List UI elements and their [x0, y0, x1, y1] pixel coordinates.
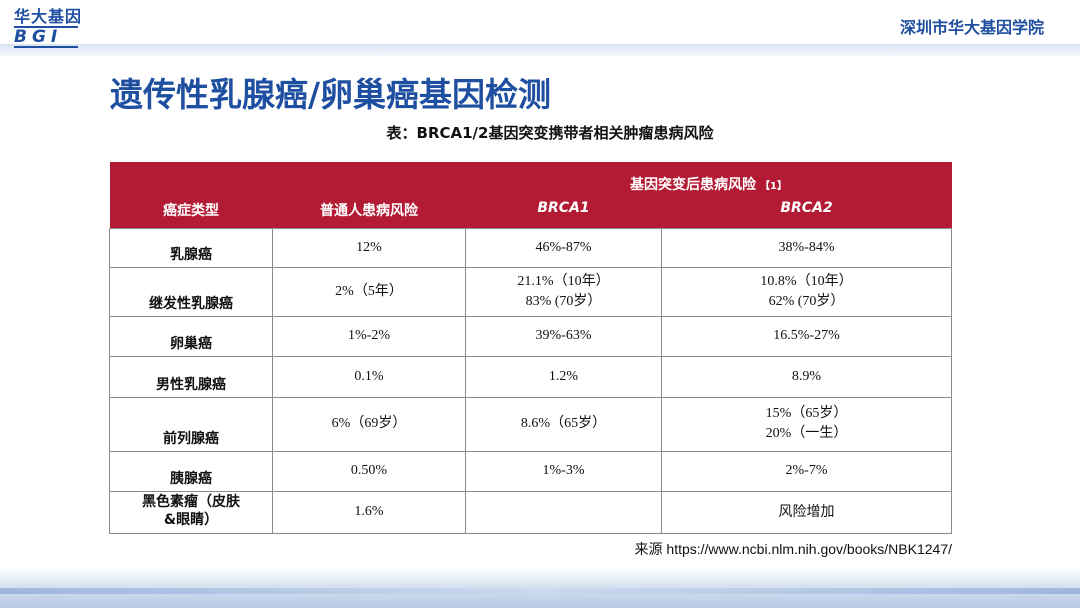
cell-type: 卵巢癌 [109, 315, 273, 357]
cell-type: 男性乳腺癌 [109, 355, 273, 398]
slide-title: 遗传性乳腺癌/卵巢癌基因检测 [110, 75, 552, 114]
cell-general: 1.6% [272, 490, 466, 534]
logo-cn-text: 华大基因 [14, 7, 83, 26]
table-row: 黑色素瘤（皮肤 &眼睛） 1.6% 风险增加 [109, 490, 952, 534]
footer-stripe [0, 588, 1080, 594]
cell-brca2: 2%-7% [661, 450, 952, 492]
cell-type: 前列腺癌 [109, 396, 273, 452]
header-brca1-label: BRCA1 [537, 200, 590, 216]
cell-brca2: 10.8%（10年） 62% (70岁） [661, 266, 952, 317]
table-header-row-2: BRCA1 BRCA2 [110, 198, 952, 228]
header-brca2-label: BRCA2 [780, 200, 833, 216]
cell-brca1: 1%-3% [465, 450, 662, 492]
cell-brca2: 风险增加 [661, 490, 952, 534]
cell-general: 0.50% [272, 450, 466, 492]
cell-brca2: 38%-84% [661, 227, 952, 268]
table-row: 卵巢癌 1%-2% 39%-63% 16.5%-27% [109, 315, 952, 357]
cell-general: 2%（5年） [272, 266, 466, 317]
cell-brca2: 8.9% [661, 355, 952, 398]
table-row: 胰腺癌 0.50% 1%-3% 2%-7% [109, 450, 952, 492]
cell-general: 12% [272, 227, 466, 268]
cell-type: 继发性乳腺癌 [109, 266, 273, 317]
header-mutation-risk-label: 基因突变后患病风险 [630, 177, 757, 193]
institute-name: 深圳市华大基因学院 [899, 18, 1044, 37]
header-ref-mark: 【1】 [760, 181, 787, 192]
header-general-risk-label: 普通人患病风险 [320, 202, 418, 219]
cell-type: 乳腺癌 [109, 227, 273, 268]
table-caption: 表：BRCA1/2基因突变携带者相关肿瘤患病风险 [386, 124, 714, 142]
table-header-row-1: 癌症类型 普通人患病风险 基因突变后患病风险 【1】 [109, 162, 952, 228]
cell-brca1: 46%-87% [465, 227, 662, 268]
header-band [0, 44, 1080, 58]
cell-brca2: 15%（65岁） 20%（一生） [661, 396, 952, 452]
cell-brca1: 21.1%（10年） 83% (70岁） [465, 266, 662, 317]
bgi-logo: 华大基因 BGI [14, 7, 90, 48]
risk-table: 癌症类型 普通人患病风险 基因突变后患病风险 【1】 BRCA1 BRCA2 乳腺… [109, 162, 952, 534]
cell-general: 6%（69岁） [272, 396, 466, 452]
header-cancer-type: 癌症类型 [109, 162, 273, 228]
table-row: 继发性乳腺癌 2%（5年） 21.1%（10年） 83% (70岁） 10.8%… [109, 266, 952, 317]
table-row: 男性乳腺癌 0.1% 1.2% 8.9% [109, 355, 952, 398]
cell-general: 0.1% [272, 355, 466, 398]
cell-brca1: 8.6%（65岁） [465, 396, 662, 452]
cell-general: 1%-2% [272, 315, 466, 357]
cell-brca2: 16.5%-27% [661, 315, 952, 357]
cell-type: 胰腺癌 [109, 450, 273, 492]
table-row: 前列腺癌 6%（69岁） 8.6%（65岁） 15%（65岁） 20%（一生） [109, 396, 952, 452]
table-row: 乳腺癌 12% 46%-87% 38%-84% [109, 227, 952, 268]
cell-brca1: 1.2% [465, 355, 662, 398]
cell-type: 黑色素瘤（皮肤 &眼睛） [109, 490, 273, 534]
header-brca1: BRCA1 [465, 198, 662, 228]
header-cancer-type-label: 癌症类型 [163, 202, 219, 219]
cell-brca1: 39%-63% [465, 315, 662, 357]
header-general-risk: 普通人患病风险 [272, 162, 466, 228]
header-mutation-risk: 基因突变后患病风险 【1】 [465, 162, 952, 198]
logo-en-text: BGI [14, 26, 78, 48]
cell-brca1 [465, 490, 662, 534]
header-brca2: BRCA2 [661, 198, 952, 228]
source-citation: 来源 https://www.ncbi.nlm.nih.gov/books/NB… [634, 541, 952, 557]
